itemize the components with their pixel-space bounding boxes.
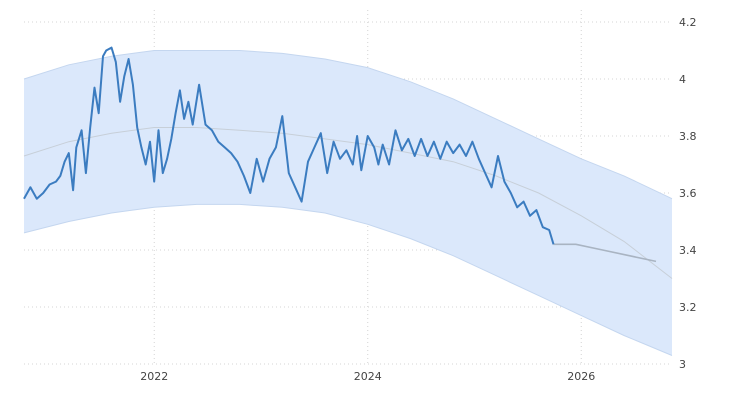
band-upper-line bbox=[23, 50, 673, 200]
confidence-band bbox=[24, 50, 672, 356]
y-tick-label: 4.2 bbox=[679, 16, 697, 29]
y-axis-ticks: 3 3.2 3.4 3.6 3.8 4 4.2 bbox=[679, 16, 697, 371]
x-axis-ticks: 2022 2024 2026 bbox=[140, 370, 595, 383]
y-tick-label: 3.4 bbox=[679, 244, 697, 257]
actual-series-line bbox=[23, 46, 555, 245]
y-tick-label: 4 bbox=[679, 73, 686, 86]
x-tick-label: 2026 bbox=[567, 370, 595, 383]
y-tick-label: 3.2 bbox=[679, 301, 697, 314]
series-lines bbox=[23, 46, 673, 356]
band-lower-line bbox=[23, 203, 673, 356]
forecast-line bbox=[553, 243, 657, 263]
y-tick-label: 3 bbox=[679, 358, 686, 371]
y-tick-label: 3.8 bbox=[679, 130, 697, 143]
y-tick-label: 3.6 bbox=[679, 187, 697, 200]
band-area bbox=[24, 50, 672, 356]
x-tick-label: 2024 bbox=[354, 370, 382, 383]
trend-line bbox=[23, 127, 673, 279]
x-tick-label: 2022 bbox=[140, 370, 168, 383]
